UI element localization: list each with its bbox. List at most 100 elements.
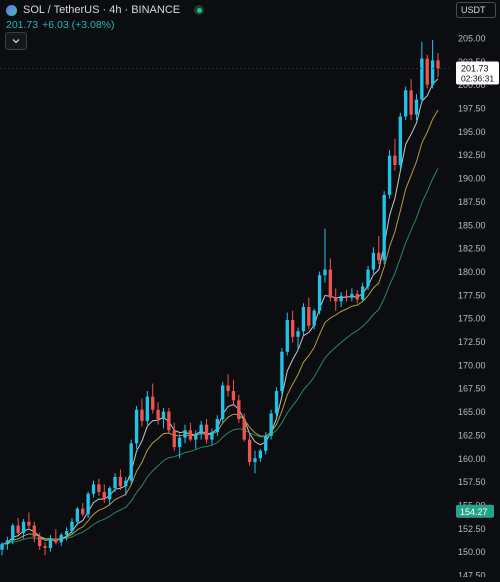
candle[interactable]	[221, 381, 225, 423]
candle[interactable]	[409, 79, 413, 121]
candle[interactable]	[307, 297, 311, 330]
candle[interactable]	[194, 430, 198, 449]
candle[interactable]	[16, 518, 20, 535]
candle[interactable]	[54, 529, 58, 545]
candle-body	[285, 320, 289, 352]
candle[interactable]	[377, 235, 381, 265]
candle-body	[54, 538, 58, 543]
candle[interactable]	[280, 348, 284, 395]
candle[interactable]	[21, 518, 26, 539]
candle[interactable]	[387, 150, 392, 199]
candle[interactable]	[247, 433, 252, 466]
candle[interactable]	[107, 486, 112, 505]
candle[interactable]	[172, 422, 176, 451]
price-tick-label: 157.50	[458, 477, 486, 487]
candle[interactable]	[436, 52, 440, 78]
price-tick-label: 162.50	[458, 430, 486, 440]
candle[interactable]	[366, 265, 370, 291]
candle[interactable]	[215, 415, 219, 436]
candle[interactable]	[274, 387, 279, 418]
candle[interactable]	[317, 271, 322, 315]
candle[interactable]	[59, 532, 63, 547]
candle[interactable]	[11, 523, 15, 545]
candle[interactable]	[430, 39, 435, 89]
candle[interactable]	[210, 428, 214, 446]
candle[interactable]	[382, 191, 386, 265]
candle[interactable]	[258, 448, 263, 462]
candle[interactable]	[199, 420, 203, 440]
candle[interactable]	[124, 476, 128, 496]
candle[interactable]	[188, 422, 193, 442]
candle[interactable]	[296, 327, 300, 350]
candle[interactable]	[414, 94, 419, 121]
candle[interactable]	[86, 491, 90, 519]
candle[interactable]	[167, 407, 171, 434]
candle[interactable]	[0, 542, 4, 556]
candle-body	[0, 544, 4, 550]
candle[interactable]	[253, 450, 257, 474]
candle[interactable]	[398, 112, 402, 169]
candle[interactable]	[64, 527, 69, 541]
candle[interactable]	[226, 374, 230, 397]
candle[interactable]	[91, 480, 96, 498]
candle[interactable]	[264, 432, 268, 455]
candle[interactable]	[323, 228, 327, 283]
candle[interactable]	[334, 288, 338, 311]
price-tick-label: 197.50	[458, 104, 486, 114]
currency-selector-button[interactable]: USDT	[456, 2, 496, 18]
candle[interactable]	[285, 312, 289, 356]
candle[interactable]	[32, 521, 36, 543]
candle[interactable]	[134, 405, 139, 449]
market-status-icon[interactable]	[194, 5, 205, 15]
candle[interactable]	[113, 473, 117, 492]
candle-body	[323, 269, 327, 276]
marker-badge	[456, 504, 494, 518]
candle[interactable]	[237, 394, 241, 423]
candle[interactable]	[204, 419, 209, 444]
candle[interactable]	[43, 542, 47, 556]
candle[interactable]	[269, 409, 273, 440]
candle[interactable]	[312, 308, 316, 330]
candle[interactable]	[355, 290, 359, 304]
candle[interactable]	[350, 288, 354, 302]
candle[interactable]	[5, 536, 10, 550]
candle[interactable]	[344, 290, 349, 302]
collapse-legend-button[interactable]	[5, 32, 27, 50]
candle[interactable]	[242, 413, 246, 442]
candle[interactable]	[102, 484, 106, 504]
candle[interactable]	[328, 258, 333, 302]
candle-body	[269, 413, 273, 436]
candle[interactable]	[404, 86, 408, 121]
candle[interactable]	[97, 478, 101, 496]
candle[interactable]	[290, 310, 295, 343]
price-tick-label: 147.50	[458, 571, 486, 578]
candle[interactable]	[48, 534, 53, 552]
candle[interactable]	[183, 424, 187, 444]
candle-body	[118, 476, 123, 487]
candle[interactable]	[145, 391, 150, 425]
candle[interactable]	[129, 439, 133, 485]
candle[interactable]	[301, 303, 306, 335]
candle[interactable]	[70, 518, 74, 535]
candle[interactable]	[38, 532, 42, 550]
candle[interactable]	[156, 402, 160, 425]
candle[interactable]	[360, 282, 365, 302]
candle[interactable]	[177, 433, 182, 459]
candle[interactable]	[27, 512, 31, 530]
candle[interactable]	[420, 41, 424, 104]
candle[interactable]	[75, 506, 80, 526]
candle[interactable]	[371, 247, 376, 274]
candle[interactable]	[425, 54, 429, 89]
candle[interactable]	[161, 407, 166, 429]
candle[interactable]	[231, 379, 236, 406]
candle[interactable]	[118, 469, 123, 491]
candle[interactable]	[151, 383, 155, 414]
symbol-title-row[interactable]: SOL / TetherUS · 4h · BINANCE	[6, 4, 205, 16]
candle[interactable]	[140, 398, 144, 427]
candle[interactable]	[81, 503, 85, 517]
candle[interactable]	[393, 138, 397, 171]
symbol-title[interactable]: SOL / TetherUS · 4h · BINANCE	[23, 4, 181, 16]
candle[interactable]	[339, 292, 343, 307]
